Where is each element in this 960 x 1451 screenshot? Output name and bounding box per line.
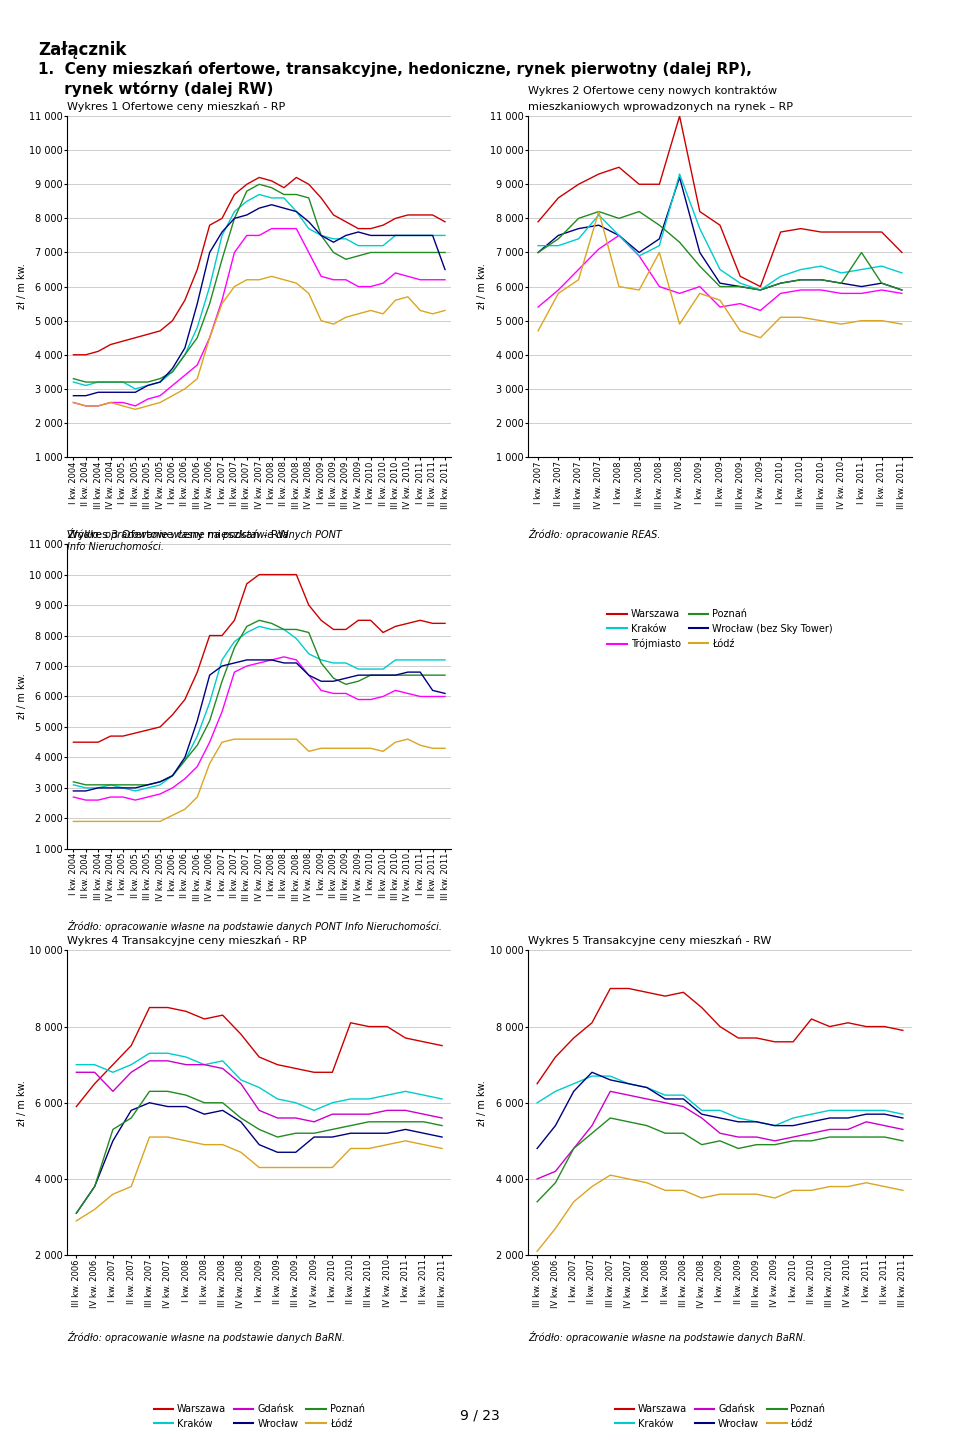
Text: 9 / 23: 9 / 23	[460, 1407, 500, 1422]
Text: mieszkaniowych wprowadzonych na rynek – RP: mieszkaniowych wprowadzonych na rynek – …	[528, 102, 793, 112]
Y-axis label: zł / m kw.: zł / m kw.	[16, 264, 27, 309]
Text: Załącznik: Załącznik	[38, 41, 127, 58]
Legend: Warszawa, Kraków, Gdańsk, Wrocław, Poznań, Łódź: Warszawa, Kraków, Gdańsk, Wrocław, Pozna…	[150, 1400, 369, 1432]
Text: Wykres 1 Ofertowe ceny mieszkań - RP: Wykres 1 Ofertowe ceny mieszkań - RP	[67, 102, 285, 112]
Y-axis label: zł / m kw.: zł / m kw.	[477, 1080, 488, 1126]
Legend: Gdańsk, Kraków, Łódź, Poznań, Warszawa, Wrocław: Gdańsk, Kraków, Łódź, Poznań, Warszawa, …	[152, 994, 367, 1026]
Text: Wykres 4 Transakcyjne ceny mieszkań - RP: Wykres 4 Transakcyjne ceny mieszkań - RP	[67, 936, 307, 946]
Text: 1.  Ceny mieszkań ofertowe, transakcyjne, hedoniczne, rynek pierwotny (dalej RP): 1. Ceny mieszkań ofertowe, transakcyjne,…	[38, 61, 753, 77]
Y-axis label: zł / m kw.: zł / m kw.	[477, 264, 488, 309]
Legend: Warszawa, Kraków, Gdańsk, Wrocław, Poznań, Łódź: Warszawa, Kraków, Gdańsk, Wrocław, Pozna…	[611, 1400, 829, 1432]
Text: Wykres 2 Ofertowe ceny nowych kontraktów: Wykres 2 Ofertowe ceny nowych kontraktów	[528, 86, 778, 96]
Text: Źródło: opracowanie REAS.: Źródło: opracowanie REAS.	[528, 528, 660, 540]
Text: Źródło: opracowanie własne na podstawie danych BaRN.: Źródło: opracowanie własne na podstawie …	[528, 1331, 806, 1342]
Text: Źródło: opracowanie własne na podstawie danych PONT Info Nieruchomości.: Źródło: opracowanie własne na podstawie …	[67, 920, 443, 932]
Text: Źródło: opracowanie własne na podstawie danych BaRN.: Źródło: opracowanie własne na podstawie …	[67, 1331, 346, 1342]
Legend: Gdańsk, Kraków, Łódź, Poznań, Warszawa, Wrocław: Gdańsk, Kraków, Łódź, Poznań, Warszawa, …	[152, 605, 367, 638]
Text: rynek wtórny (dalej RW): rynek wtórny (dalej RW)	[38, 81, 274, 97]
Text: Źródło: opracowanie własne na podstawie danych PONT
Info Nieruchomości.: Źródło: opracowanie własne na podstawie …	[67, 528, 342, 551]
Legend: Warszawa, Kraków, Trójmiasto, Poznań, Wrocław (bez Sky Tower), Łódź: Warszawa, Kraków, Trójmiasto, Poznań, Wr…	[604, 605, 836, 653]
Text: Wykres 5 Transakcyjne ceny mieszkań - RW: Wykres 5 Transakcyjne ceny mieszkań - RW	[528, 936, 772, 946]
Text: Wykres 3 Ofertowe ceny mieszkań - RW: Wykres 3 Ofertowe ceny mieszkań - RW	[67, 530, 289, 540]
Y-axis label: zł / m kw.: zł / m kw.	[16, 1080, 27, 1126]
Y-axis label: zł / m kw.: zł / m kw.	[16, 673, 27, 720]
